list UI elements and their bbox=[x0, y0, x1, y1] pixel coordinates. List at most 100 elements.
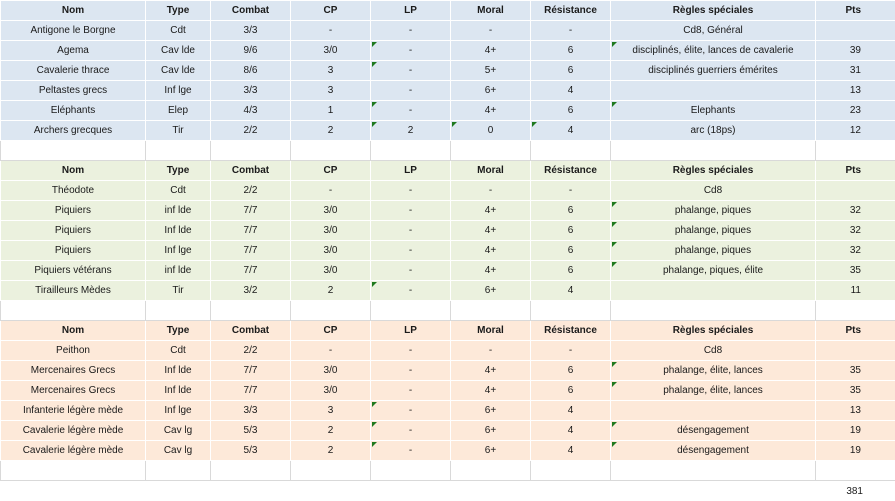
blank-cell[interactable] bbox=[815, 140, 895, 161]
cell-type[interactable]: Inf lde bbox=[145, 360, 211, 381]
cell-combat[interactable]: 8/6 bbox=[210, 60, 291, 81]
blank-cell[interactable] bbox=[0, 460, 146, 481]
cell-combat[interactable]: 2/2 bbox=[210, 180, 291, 201]
cell-points[interactable]: 13 bbox=[815, 80, 895, 101]
cell-name[interactable]: Cavalerie légère mède bbox=[0, 420, 146, 441]
header-resistance[interactable]: Résistance bbox=[530, 160, 611, 181]
cell-lp[interactable]: - bbox=[370, 360, 451, 381]
cell-moral[interactable]: - bbox=[450, 340, 531, 361]
cell-type[interactable]: Elep bbox=[145, 100, 211, 121]
blank-cell[interactable] bbox=[610, 460, 816, 481]
cell-special-rules[interactable]: phalange, piques bbox=[610, 200, 816, 221]
cell-name[interactable]: Piquiers bbox=[0, 240, 146, 261]
blank-cell[interactable] bbox=[815, 300, 895, 321]
header-points[interactable]: Pts bbox=[815, 320, 895, 341]
cell-resistance[interactable]: 6 bbox=[530, 260, 611, 281]
header-resistance[interactable]: Résistance bbox=[530, 0, 611, 21]
cell-lp[interactable]: - bbox=[370, 20, 451, 41]
cell-lp[interactable]: - bbox=[370, 60, 451, 81]
cell-name[interactable]: Piquiers vétérans bbox=[0, 260, 146, 281]
blank-cell[interactable] bbox=[210, 460, 291, 481]
blank-cell[interactable] bbox=[0, 140, 146, 161]
header-type[interactable]: Type bbox=[145, 160, 211, 181]
cell-combat[interactable]: 7/7 bbox=[210, 200, 291, 221]
cell-name[interactable]: Mercenaires Grecs bbox=[0, 360, 146, 381]
header-lp[interactable]: LP bbox=[370, 320, 451, 341]
blank-cell[interactable] bbox=[370, 140, 451, 161]
cell-moral[interactable]: 4+ bbox=[450, 260, 531, 281]
cell-lp[interactable]: - bbox=[370, 440, 451, 461]
header-combat[interactable]: Combat bbox=[210, 160, 291, 181]
header-points[interactable]: Pts bbox=[815, 160, 895, 181]
cell-resistance[interactable]: 4 bbox=[530, 80, 611, 101]
cell-type[interactable]: Cav lde bbox=[145, 40, 211, 61]
cell-points[interactable]: 23 bbox=[815, 100, 895, 121]
cell-cp[interactable]: 3/0 bbox=[290, 240, 371, 261]
cell-cp[interactable]: 3/0 bbox=[290, 260, 371, 281]
cell-points[interactable] bbox=[815, 340, 895, 361]
cell-resistance[interactable]: 6 bbox=[530, 100, 611, 121]
cell-moral[interactable]: 4+ bbox=[450, 240, 531, 261]
cell-moral[interactable]: 6+ bbox=[450, 400, 531, 421]
cell-special-rules[interactable]: Cd8, Général bbox=[610, 20, 816, 41]
cell-type[interactable]: Cdt bbox=[145, 180, 211, 201]
blank-cell[interactable] bbox=[450, 140, 531, 161]
cell-special-rules[interactable]: phalange, piques bbox=[610, 220, 816, 241]
header-cp[interactable]: CP bbox=[290, 320, 371, 341]
cell-points[interactable]: 32 bbox=[815, 200, 895, 221]
cell-combat[interactable]: 2/2 bbox=[210, 340, 291, 361]
cell-special-rules[interactable]: arc (18ps) bbox=[610, 120, 816, 141]
cell-lp[interactable]: - bbox=[370, 80, 451, 101]
blank-cell[interactable] bbox=[290, 460, 371, 481]
cell-combat[interactable]: 5/3 bbox=[210, 440, 291, 461]
cell-moral[interactable]: 6+ bbox=[450, 80, 531, 101]
blank-cell[interactable] bbox=[210, 140, 291, 161]
header-cp[interactable]: CP bbox=[290, 0, 371, 21]
header-cp[interactable]: CP bbox=[290, 160, 371, 181]
cell-resistance[interactable]: 6 bbox=[530, 60, 611, 81]
blank-cell[interactable] bbox=[610, 140, 816, 161]
cell-name[interactable]: Cavalerie légère mède bbox=[0, 440, 146, 461]
cell-combat[interactable]: 3/3 bbox=[210, 400, 291, 421]
cell-resistance[interactable]: - bbox=[530, 180, 611, 201]
cell-moral[interactable]: 6+ bbox=[450, 420, 531, 441]
cell-moral[interactable]: - bbox=[450, 180, 531, 201]
header-name[interactable]: Nom bbox=[0, 0, 146, 21]
cell-type[interactable]: Inf lge bbox=[145, 240, 211, 261]
header-combat[interactable]: Combat bbox=[210, 0, 291, 21]
cell-special-rules[interactable]: phalange, piques bbox=[610, 240, 816, 261]
cell-moral[interactable]: 0 bbox=[450, 120, 531, 141]
cell-resistance[interactable]: 6 bbox=[530, 380, 611, 401]
cell-type[interactable]: Inf lde bbox=[145, 220, 211, 241]
cell-type[interactable]: inf lde bbox=[145, 260, 211, 281]
cell-combat[interactable]: 9/6 bbox=[210, 40, 291, 61]
cell-resistance[interactable]: - bbox=[530, 340, 611, 361]
cell-name[interactable]: Piquiers bbox=[0, 220, 146, 241]
header-special-rules[interactable]: Règles spéciales bbox=[610, 160, 816, 181]
cell-name[interactable]: Archers grecques bbox=[0, 120, 146, 141]
blank-cell[interactable] bbox=[530, 300, 611, 321]
cell-name[interactable]: Piquiers bbox=[0, 200, 146, 221]
cell-special-rules[interactable]: Cd8 bbox=[610, 180, 816, 201]
header-lp[interactable]: LP bbox=[370, 0, 451, 21]
cell-points[interactable]: 11 bbox=[815, 280, 895, 301]
cell-combat[interactable]: 2/2 bbox=[210, 120, 291, 141]
cell-special-rules[interactable]: phalange, élite, lances bbox=[610, 380, 816, 401]
cell-points[interactable]: 31 bbox=[815, 60, 895, 81]
cell-lp[interactable]: - bbox=[370, 200, 451, 221]
cell-type[interactable]: Cdt bbox=[145, 20, 211, 41]
cell-moral[interactable]: 4+ bbox=[450, 380, 531, 401]
cell-resistance[interactable]: 6 bbox=[530, 200, 611, 221]
cell-special-rules[interactable] bbox=[610, 80, 816, 101]
cell-resistance[interactable]: 6 bbox=[530, 220, 611, 241]
cell-resistance[interactable]: 6 bbox=[530, 40, 611, 61]
cell-lp[interactable]: - bbox=[370, 420, 451, 441]
cell-type[interactable]: Cav lde bbox=[145, 60, 211, 81]
blank-cell[interactable] bbox=[450, 460, 531, 481]
cell-points[interactable]: 13 bbox=[815, 400, 895, 421]
cell-cp[interactable]: 3 bbox=[290, 80, 371, 101]
cell-cp[interactable]: 3/0 bbox=[290, 40, 371, 61]
cell-cp[interactable]: 2 bbox=[290, 440, 371, 461]
header-name[interactable]: Nom bbox=[0, 160, 146, 181]
cell-resistance[interactable]: 6 bbox=[530, 360, 611, 381]
